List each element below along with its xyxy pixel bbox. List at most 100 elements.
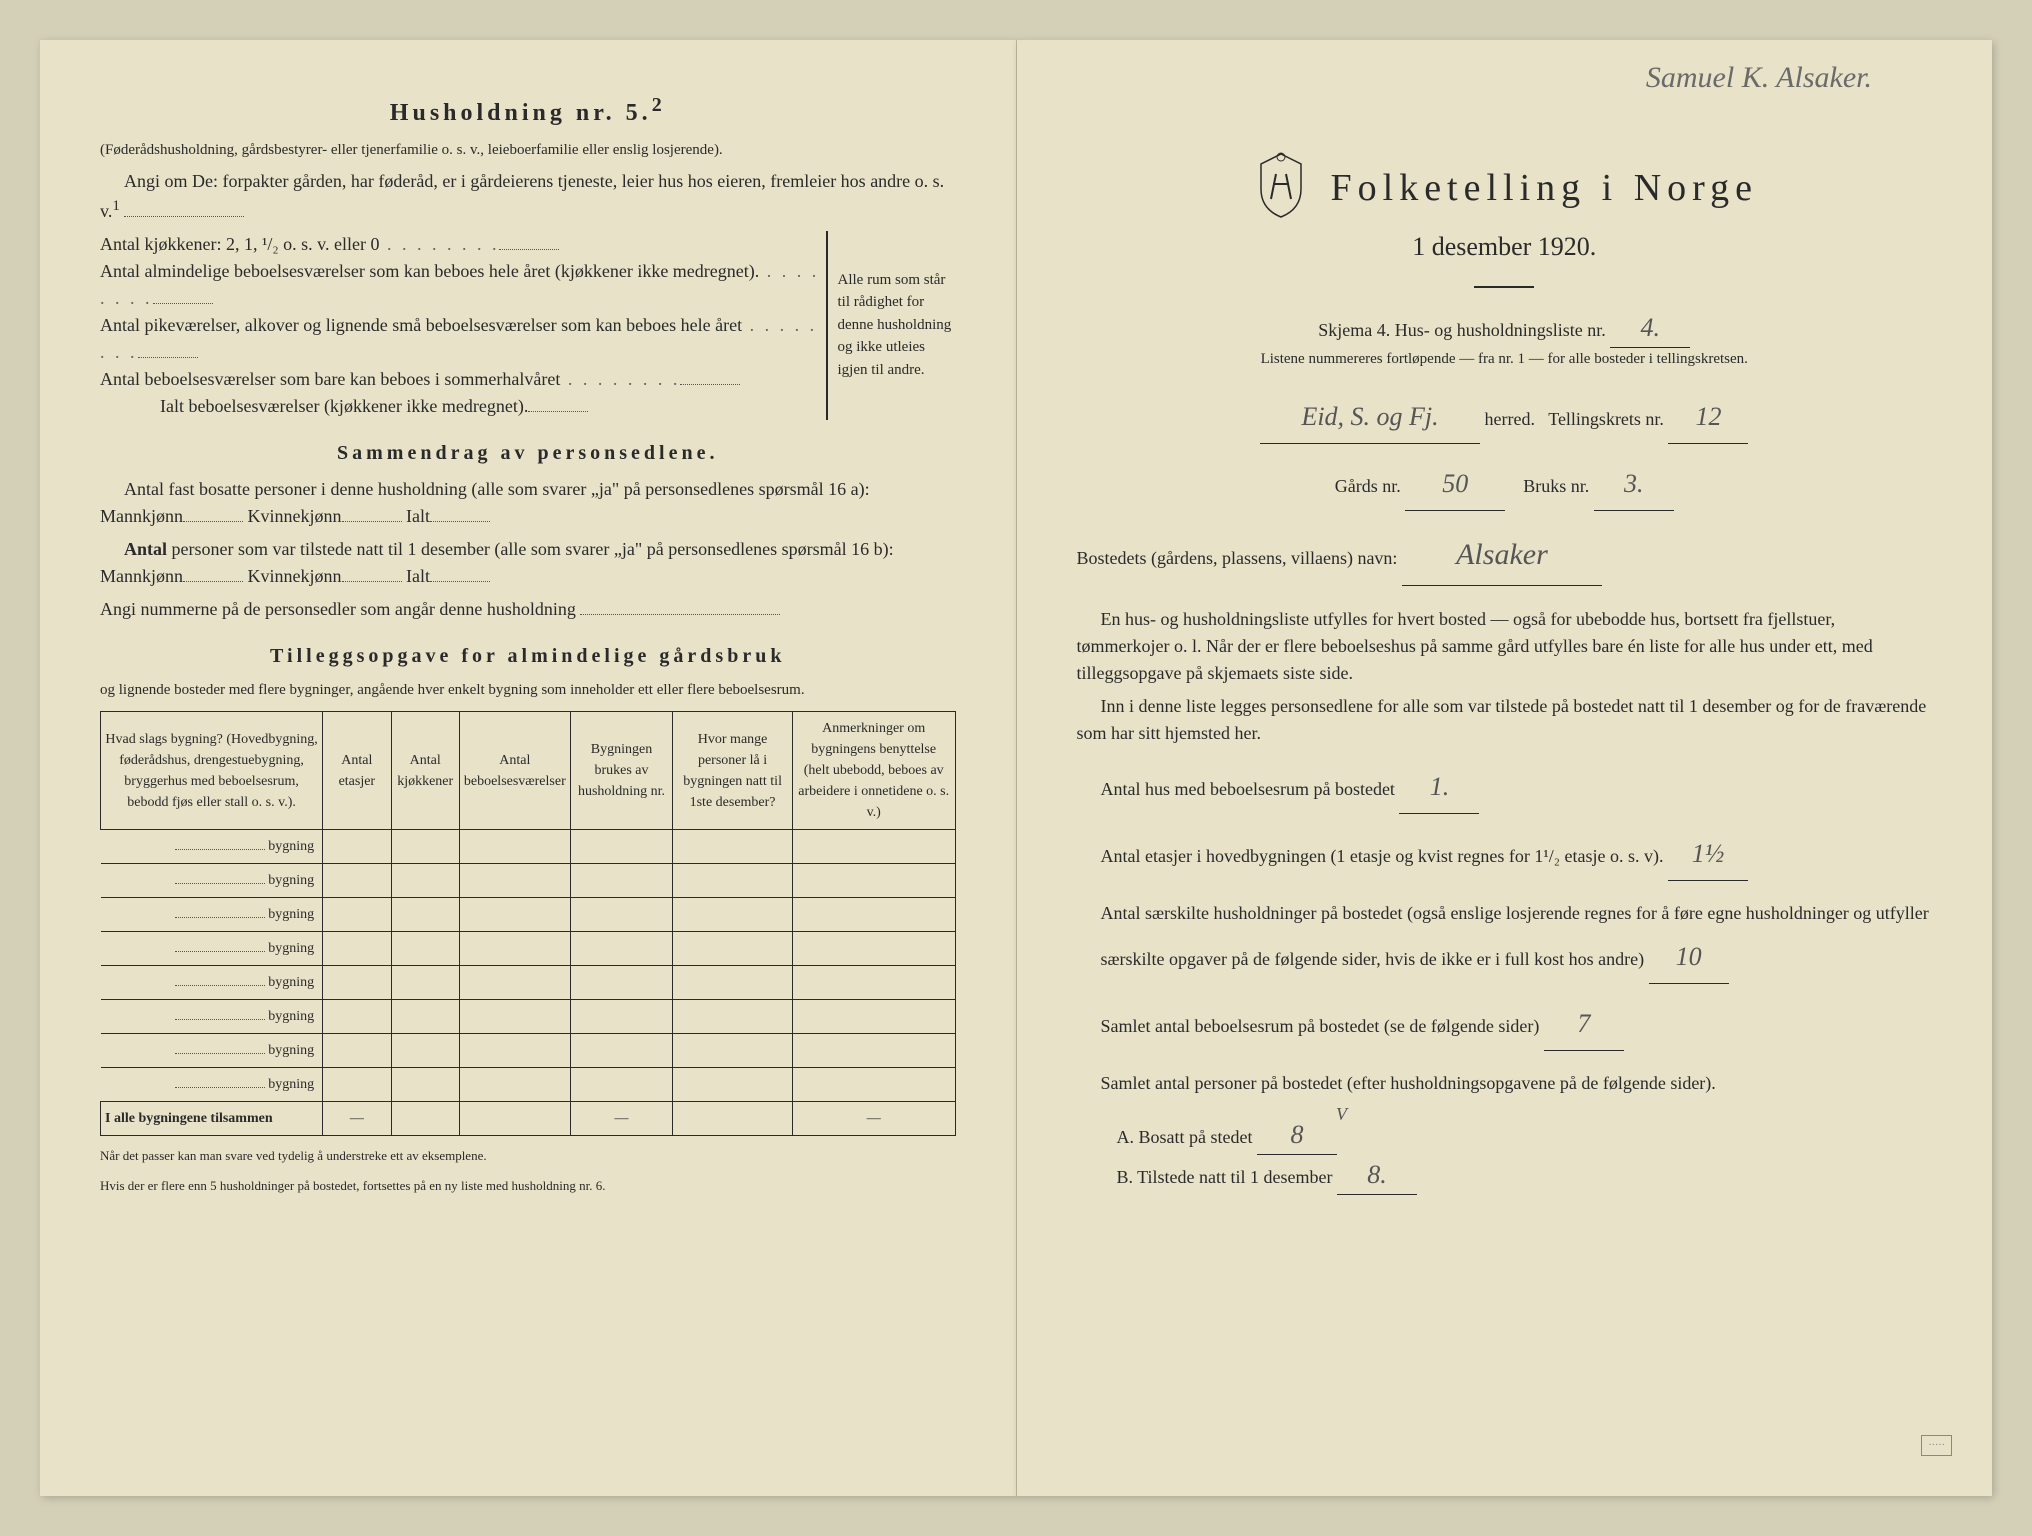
hush-line: Antal særskilte husholdninger på bostede…: [1101, 895, 1933, 984]
sub2-blank: [124, 216, 244, 217]
sum-row: I alle bygningene tilsammen———: [101, 1102, 956, 1136]
rooms1-text: Antal almindelige beboelsesværelser som …: [100, 261, 759, 281]
b-line: B. Tilstede natt til 1 desember 8.: [1117, 1155, 1933, 1195]
gards-val: 50: [1405, 458, 1505, 511]
gards-line: Gårds nr. 50 Bruks nr. 3.: [1077, 458, 1933, 511]
bruks-val: 3.: [1594, 458, 1674, 511]
sub1: (Føderådshusholdning, gårdsbestyrer- ell…: [100, 139, 956, 162]
main-title: Folketelling i Norge: [1331, 160, 1759, 217]
table-row: bygning: [101, 898, 956, 932]
herred-val: Eid, S. og Fj.: [1260, 391, 1480, 444]
rl: bygning: [268, 1077, 314, 1092]
etasje-line: Antal etasjer i hovedbygningen (1 etasje…: [1101, 828, 1933, 881]
skjema-text: Skjema 4. Hus- og husholdningsliste nr.: [1318, 320, 1606, 340]
s1a-blank: [183, 521, 243, 522]
samlet-label: Samlet antal beboelsesrum på bostedet (s…: [1101, 1016, 1540, 1036]
bosted-label: Bostedets (gårdens, plassens, villaens) …: [1077, 548, 1398, 568]
s1a: Antal fast bosatte personer i denne hush…: [100, 479, 870, 526]
kitchens-blank: [499, 249, 559, 250]
summary1: Antal fast bosatte personer i denne hush…: [100, 476, 956, 530]
table-row: bygning: [101, 932, 956, 966]
rl: bygning: [268, 1009, 314, 1024]
bracket-note: Alle rum som står til rådighet for denne…: [826, 231, 956, 420]
summary-title: Sammendrag av personsedlene.: [100, 438, 956, 468]
etasje-val: 1½: [1668, 828, 1748, 881]
s2b-blank: [342, 581, 402, 582]
rooms3: Antal beboelsesværelser som bare kan beb…: [100, 366, 826, 393]
s1c-blank: [430, 521, 490, 522]
hus-val: 1.: [1399, 761, 1479, 814]
a-note: V: [1336, 1101, 1347, 1128]
tillegg-sub: og lignende bosteder med flere bygninger…: [100, 679, 956, 702]
household-heading: Husholdning nr. 5.2: [100, 90, 956, 131]
table-row: bygning: [101, 1034, 956, 1068]
total-rooms-text: Ialt beboelsesværelser (kjøkkener ikke m…: [160, 396, 528, 416]
hush-label: Antal særskilte husholdninger på bostede…: [1101, 903, 1929, 969]
th-col1: Hvad slags bygning? (Hovedbygning, føder…: [101, 712, 323, 830]
a-val-text: 8: [1290, 1120, 1303, 1149]
list-note: Listene nummereres fortløpende — fra nr.…: [1077, 348, 1933, 371]
kitchen-rooms-group: Antal kjøkkener: 2, 1, ¹/₂ o. s. v. elle…: [100, 231, 956, 420]
sub2-text: Angi om De: forpakter gården, har føderå…: [100, 171, 944, 221]
para2: Inn i denne liste legges personsedlene f…: [1077, 693, 1933, 747]
a-line: A. Bosatt på stedet 8 V: [1117, 1115, 1933, 1155]
bosted-line: Bostedets (gårdens, plassens, villaens) …: [1077, 525, 1933, 586]
etasje-label: Antal etasjer i hovedbygningen (1 etasje…: [1101, 846, 1664, 866]
th-col4: Antal beboelsesværelser: [459, 712, 570, 830]
sub2-sup: 1: [112, 198, 120, 214]
table-header-row: Hvad slags bygning? (Hovedbygning, føder…: [101, 712, 956, 830]
s2c: Ialt: [406, 566, 430, 586]
right-page: Samuel K. Alsaker. Folketelling i Norge …: [1017, 40, 1993, 1496]
footnote2: Hvis der er flere enn 5 husholdninger på…: [100, 1176, 956, 1196]
th-col3: Antal kjøkkener: [391, 712, 459, 830]
handwritten-annotation: Samuel K. Alsaker.: [1646, 55, 1872, 100]
th-col5: Bygningen brukes av husholdning nr.: [570, 712, 673, 830]
s1c: Ialt: [406, 506, 430, 526]
heading-sup: 2: [652, 94, 666, 116]
table-row: bygning: [101, 1000, 956, 1034]
gards-label: Gårds nr.: [1335, 476, 1401, 496]
rooms-left: Antal kjøkkener: 2, 1, ¹/₂ o. s. v. elle…: [100, 231, 826, 420]
s3-text: Angi nummerne på de personsedler som ang…: [100, 599, 576, 619]
total-rooms-blank: [528, 411, 588, 412]
divider: [1474, 286, 1534, 288]
rooms1: Antal almindelige beboelsesværelser som …: [100, 258, 826, 312]
left-page: Husholdning nr. 5.2 (Føderådshusholdning…: [40, 40, 1017, 1496]
s2c-blank: [430, 581, 490, 582]
rl: bygning: [268, 975, 314, 990]
coat-of-arms-icon: [1251, 149, 1311, 219]
s1b: Kvinnekjønn: [248, 506, 342, 526]
b-label: B. Tilstede natt til 1 desember: [1117, 1167, 1333, 1187]
kitchens-text: Antal kjøkkener: 2, 1, ¹/₂ o. s. v. elle…: [100, 234, 379, 254]
bruks-label: Bruks nr.: [1523, 476, 1589, 496]
rl: bygning: [268, 839, 314, 854]
printer-mark: ·····: [1921, 1435, 1952, 1456]
krets-label: Tellingskrets nr.: [1548, 409, 1664, 429]
a-label: A. Bosatt på stedet: [1117, 1127, 1253, 1147]
hush-val: 10: [1649, 931, 1729, 984]
skjema-line: Skjema 4. Hus- og husholdningsliste nr. …: [1077, 308, 1933, 348]
para1: En hus- og husholdningsliste utfylles fo…: [1077, 606, 1933, 687]
total-rooms: Ialt beboelsesværelser (kjøkkener ikke m…: [100, 393, 826, 420]
rooms3-blank: [680, 384, 740, 385]
s2a-blank: [183, 581, 243, 582]
table-row: bygning: [101, 864, 956, 898]
footnote1: Når det passer kan man svare ved tydelig…: [100, 1146, 956, 1166]
s1b-blank: [342, 521, 402, 522]
title-row: Folketelling i Norge: [1077, 140, 1933, 227]
s3-blank: [580, 614, 780, 615]
hus-line: Antal hus med beboelsesrum på bostedet 1…: [1101, 761, 1933, 814]
table-row: bygning: [101, 1068, 956, 1102]
rooms2-blank: [138, 357, 198, 358]
skjema-nr: 4.: [1610, 308, 1690, 348]
samlet-line: Samlet antal beboelsesrum på bostedet (s…: [1101, 998, 1933, 1051]
samlet-val: 7: [1544, 998, 1624, 1051]
tillegg-title: Tilleggsopgave for almindelige gårdsbruk: [100, 641, 956, 671]
table-row: bygning: [101, 830, 956, 864]
herred-label: herred.: [1485, 409, 1535, 429]
herred-line: Eid, S. og Fj. herred. Tellingskrets nr.…: [1077, 391, 1933, 444]
rl: bygning: [268, 873, 314, 888]
rooms1-blank: [153, 303, 213, 304]
kitchens-line: Antal kjøkkener: 2, 1, ¹/₂ o. s. v. elle…: [100, 231, 826, 258]
rooms2-text: Antal pikeværelser, alkover og lignende …: [100, 315, 742, 335]
